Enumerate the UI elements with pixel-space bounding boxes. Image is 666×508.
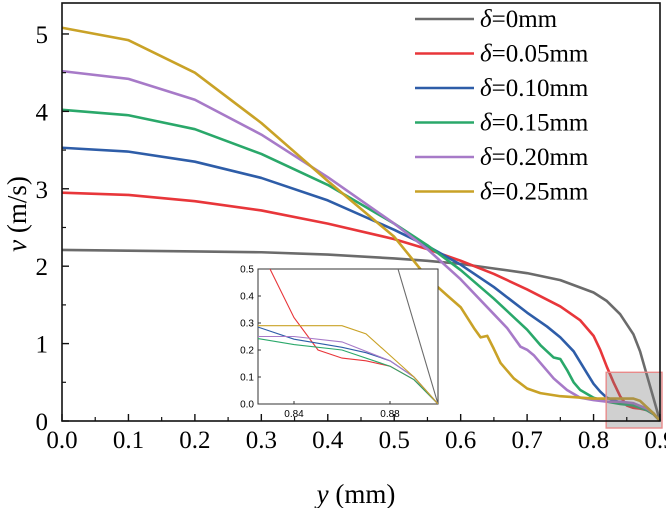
- y-axis-unit: (m/s): [2, 176, 32, 240]
- legend-entry-label: δ=0.20mm: [480, 144, 589, 171]
- legend-value: =0.10mm: [492, 75, 589, 102]
- y-tick-label: 4: [36, 99, 49, 126]
- inset-x-tick-label: 0.88: [380, 409, 400, 420]
- x-tick-label: 0.7: [511, 427, 542, 454]
- inset-series-group: [258, 269, 438, 404]
- x-tick-label: 0.3: [246, 427, 277, 454]
- legend-delta-symbol: δ: [480, 75, 492, 102]
- x-axis-var: y: [314, 479, 329, 508]
- inset-series-line-3: [258, 337, 438, 404]
- legend-value: =0mm: [492, 6, 558, 33]
- legend-delta-symbol: δ: [480, 41, 492, 68]
- zoom-highlight-region: [605, 371, 663, 429]
- x-tick-label: 0.1: [113, 427, 144, 454]
- y-axis-var: v: [2, 240, 32, 252]
- series-line-1: [61, 191, 661, 422]
- legend-entry-label: δ=0.25mm: [480, 179, 589, 206]
- inset-series-line-2: [258, 326, 438, 404]
- y-tick-label: 3: [36, 177, 49, 204]
- legend-value: =0.20mm: [492, 144, 589, 171]
- main-axes: 0.0 0.1 0.2 0.3 0.4 0.5 0.6 0.7 0.8 0.9 0 1 2 3 4 5: [36, 22, 666, 454]
- legend-value: =0.05mm: [492, 41, 589, 68]
- inset-y-tick-label: 0.4: [240, 292, 254, 303]
- series-line-0: [61, 248, 662, 422]
- x-tick-label: 0.2: [179, 427, 210, 454]
- inset-series-line-4: [258, 335, 438, 404]
- legend-entry-label: δ=0mm: [480, 6, 558, 33]
- inset-axes: 0.0 0.1 0.2 0.3 0.4 0.5 0.84 0.88: [240, 265, 400, 421]
- series-line-3: [61, 108, 661, 422]
- x-axis-unit: (mm): [329, 479, 396, 508]
- legend-entry-label: δ=0.05mm: [480, 41, 589, 68]
- y-tick-label: 5: [36, 22, 49, 49]
- legend-delta-symbol: δ: [480, 144, 492, 171]
- x-tick-label: 0.8: [578, 427, 609, 454]
- legend-delta-symbol: δ: [480, 179, 492, 206]
- legend-delta-symbol: δ: [480, 110, 492, 137]
- y-tick-label: 0: [36, 409, 49, 436]
- inset-y-tick-label: 0.5: [240, 265, 254, 276]
- x-tick-label: 0.5: [379, 427, 410, 454]
- inset-zoom-plot: 0.0 0.1 0.2 0.3 0.4 0.5 0.84 0.88: [240, 265, 439, 421]
- inset-y-tick-label: 0.1: [240, 373, 254, 384]
- main-series-group: [61, 26, 662, 422]
- x-tick-label: 0.9: [644, 427, 666, 454]
- inset-series-line-1: [269, 269, 438, 404]
- inset-series-line-5: [258, 325, 438, 404]
- x-axis-label: y (mm): [314, 479, 396, 508]
- series-line-5: [61, 26, 661, 422]
- y-tick-label: 1: [36, 332, 49, 359]
- legend-value: =0.15mm: [492, 110, 589, 137]
- legend: δ=0mmδ=0.05mmδ=0.10mmδ=0.15mmδ=0.20mmδ=0…: [415, 6, 589, 206]
- x-tick-label: 0.4: [312, 427, 344, 454]
- y-tick-label: 2: [36, 254, 49, 281]
- x-tick-label: 0.0: [46, 427, 77, 454]
- y-axis-label: v (m/s): [2, 176, 32, 252]
- inset-x-tick-label: 0.84: [284, 409, 304, 420]
- legend-entry-label: δ=0.15mm: [480, 110, 589, 137]
- legend-entry-label: δ=0.10mm: [480, 75, 589, 102]
- inset-y-tick-label: 0.0: [240, 400, 254, 411]
- legend-value: =0.25mm: [492, 179, 589, 206]
- x-tick-label: 0.6: [445, 427, 476, 454]
- inset-y-tick-label: 0.3: [240, 319, 254, 330]
- inset-y-tick-label: 0.2: [240, 346, 254, 357]
- legend-delta-symbol: δ: [480, 6, 492, 33]
